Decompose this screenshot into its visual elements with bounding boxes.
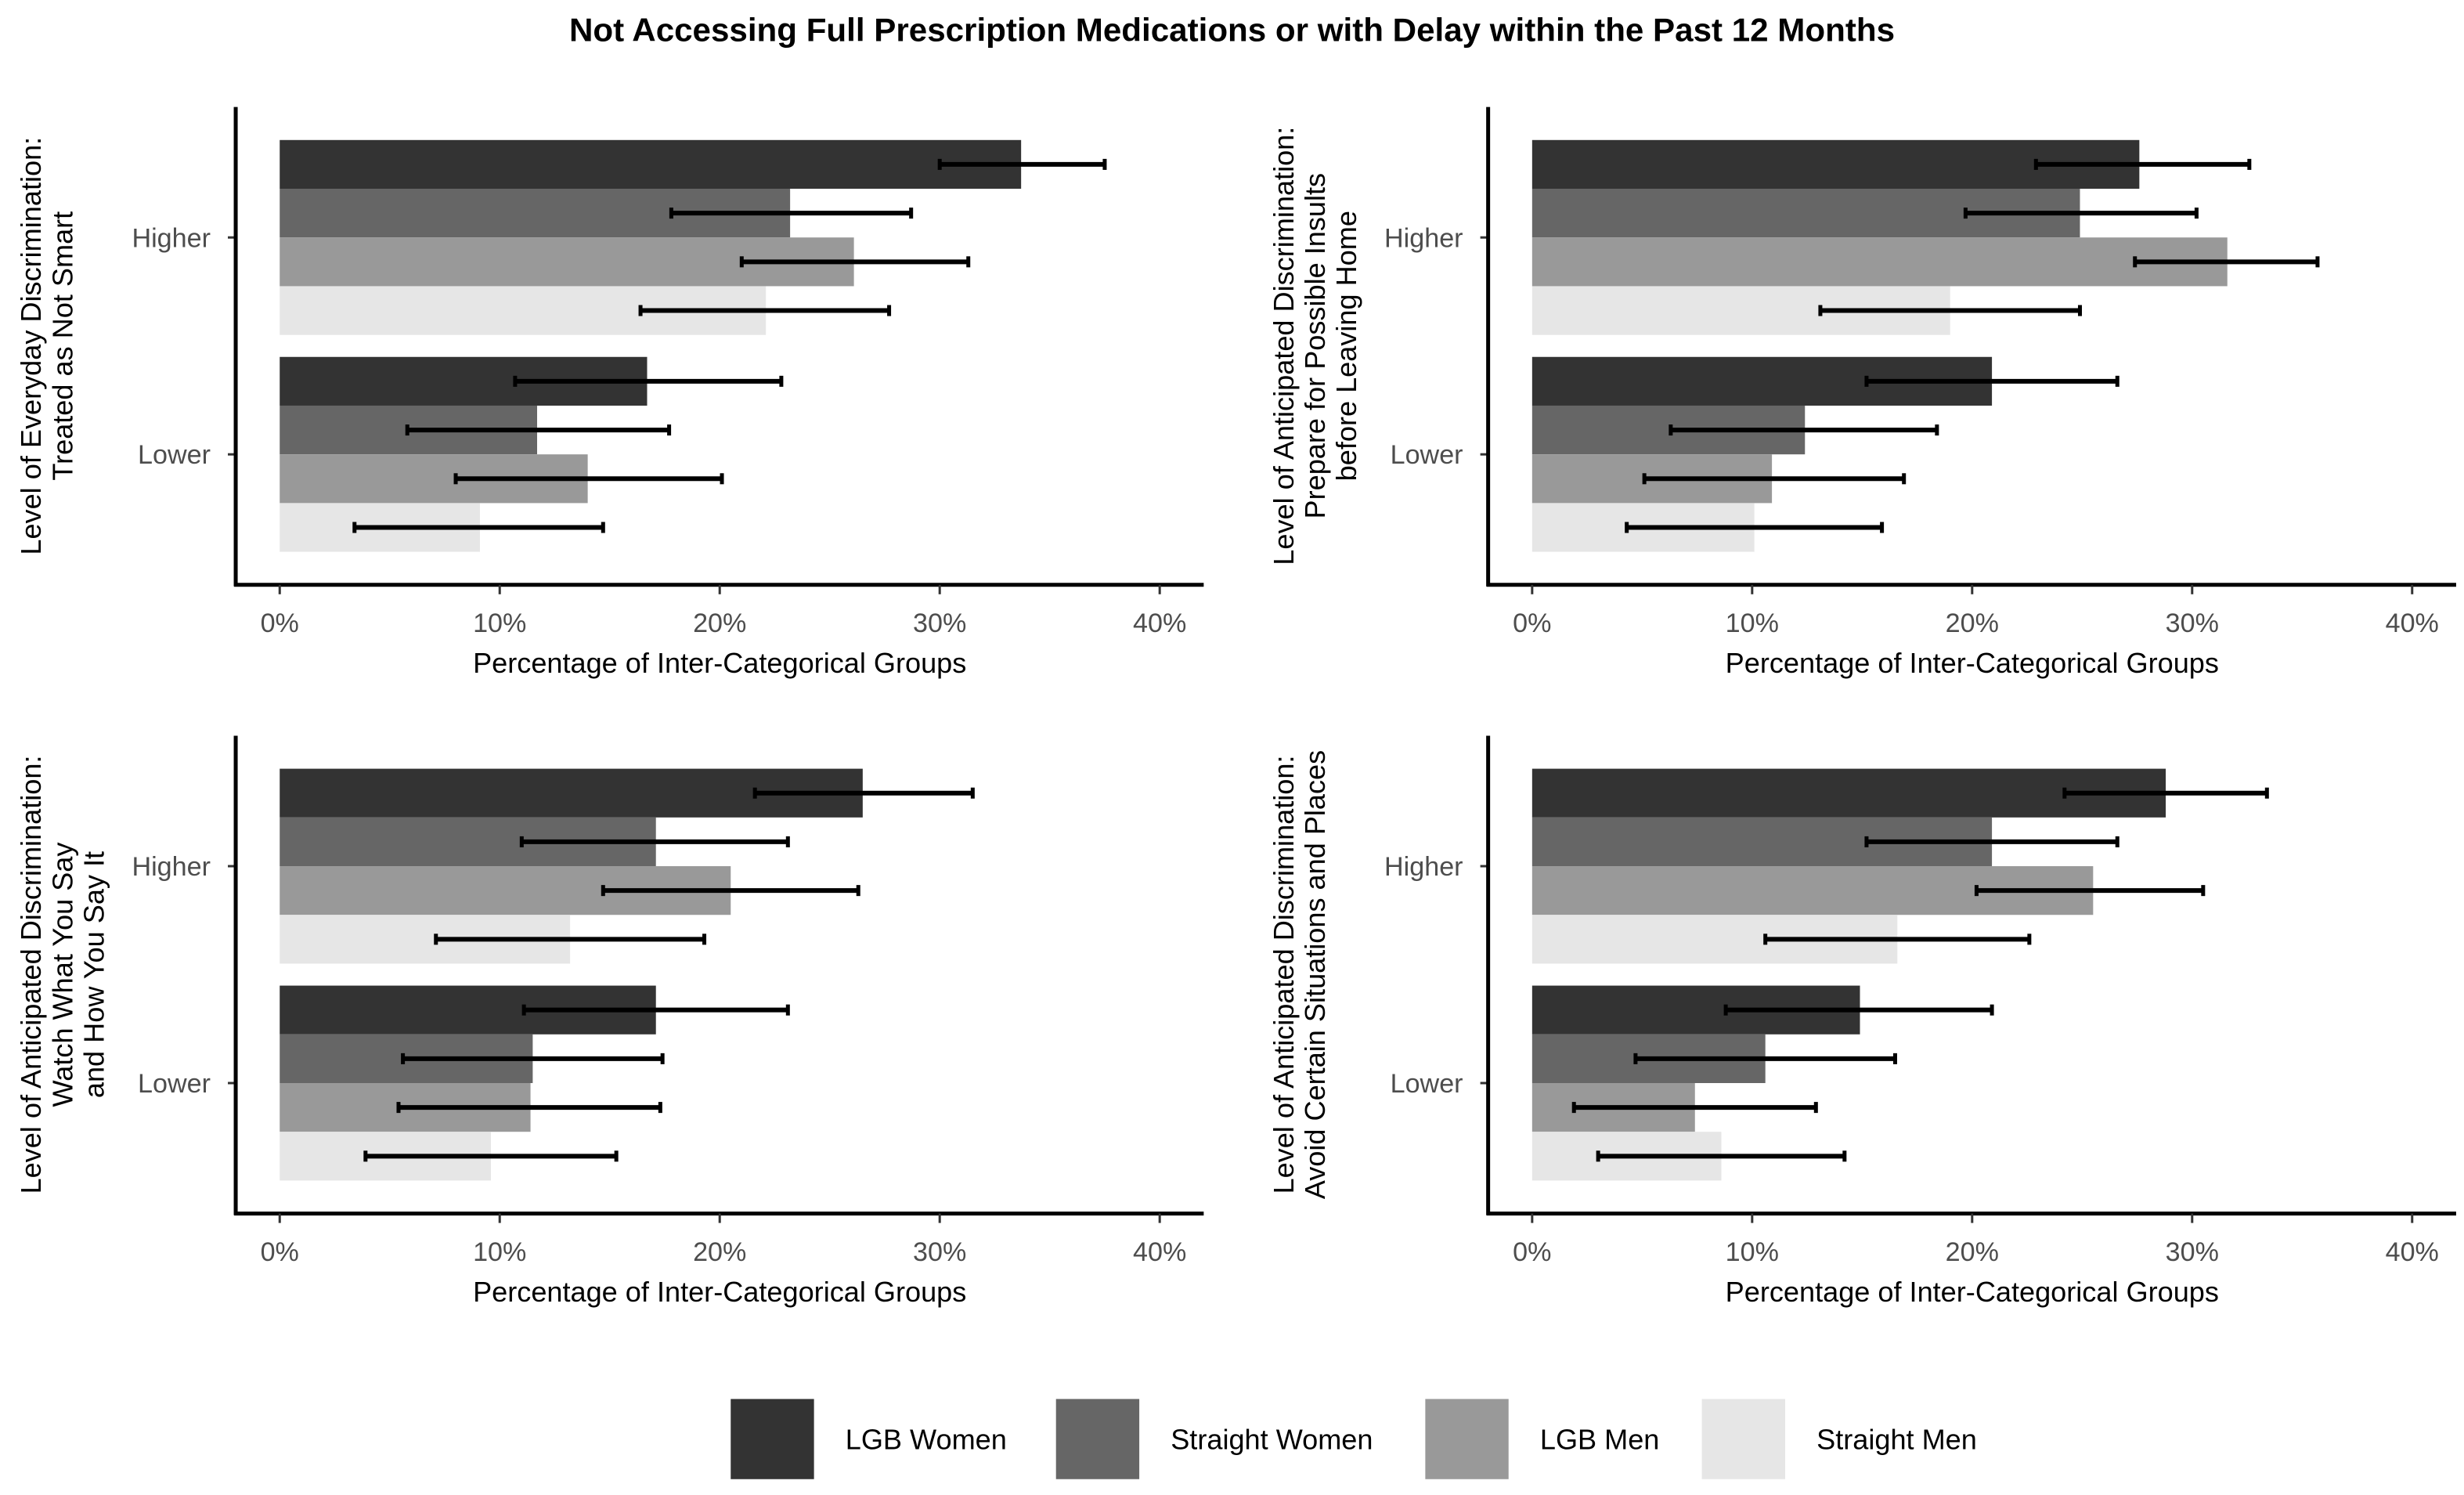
x-tick-label: 40% — [2386, 608, 2439, 638]
legend-label: Straight Men — [1816, 1424, 1977, 1456]
x-tick-label: 20% — [1946, 608, 1999, 638]
x-tick-label: 10% — [473, 1237, 526, 1267]
x-tick-label: 30% — [2166, 608, 2219, 638]
y-axis-label: before Leaving Home — [1330, 211, 1362, 481]
bar-higher-lgb-women — [280, 139, 1022, 190]
x-tick-label: 0% — [1513, 1237, 1551, 1267]
x-axis-label: Percentage of Inter-Categorical Groups — [1726, 1276, 2219, 1308]
x-tick-label: 30% — [913, 1237, 966, 1267]
x-tick-label: 0% — [261, 1237, 299, 1267]
legend-swatch-lgb-women — [731, 1399, 814, 1479]
bar-higher-lgb-men — [1531, 237, 2228, 287]
x-axis-label: Percentage of Inter-Categorical Groups — [473, 1276, 966, 1308]
x-tick-label: 40% — [2386, 1237, 2439, 1267]
y-tick-label: Higher — [1384, 852, 1463, 882]
y-tick-label: Lower — [138, 1069, 211, 1099]
panel-3: Higher Lower 0% 10% 20% 30% 40% Percentage of I… — [15, 735, 1204, 1308]
legend-label: LGB Men — [1540, 1424, 1660, 1456]
x-tick-label: 40% — [1133, 1237, 1186, 1267]
y-tick-label: Lower — [138, 440, 211, 470]
y-axis-label: Treated as Not Smart — [46, 211, 78, 481]
y-tick-label: Higher — [132, 852, 210, 882]
panel-2: Higher Lower 0% 10% 20% 30% 40% Percentage of I… — [1268, 107, 2456, 679]
x-tick-label: 40% — [1133, 608, 1186, 638]
panel-4: Higher Lower 0% 10% 20% 30% 40% Percentage of I… — [1268, 735, 2456, 1308]
x-tick-label: 20% — [693, 1237, 746, 1267]
x-tick-label: 10% — [1726, 1237, 1779, 1267]
x-tick-label: 10% — [473, 608, 526, 638]
x-tick-label: 10% — [1726, 608, 1779, 638]
panel-1: Higher Lower 0% 10% 20% 30% 40% Percentage of I… — [15, 107, 1204, 679]
y-tick-label: Lower — [1391, 1069, 1463, 1099]
legend-swatch-straight-women — [1055, 1399, 1140, 1479]
x-tick-label: 20% — [1946, 1237, 1999, 1267]
x-tick-label: 20% — [693, 608, 746, 638]
y-tick-label: Higher — [132, 223, 210, 253]
legend-swatch-lgb-men — [1425, 1399, 1509, 1479]
x-axis-label: Percentage of Inter-Categorical Groups — [1726, 647, 2219, 679]
x-tick-label: 0% — [1513, 608, 1551, 638]
legend-label: Straight Women — [1171, 1424, 1373, 1456]
panels: Higher Lower 0% 10% 20% 30% 40% Percentage of I… — [15, 107, 2456, 1308]
legend-swatch-straight-men — [1701, 1399, 1785, 1479]
legend: LGB Women Straight Women LGB Men Straight M… — [731, 1399, 1977, 1479]
bar-higher-lgb-women — [1531, 768, 2166, 818]
y-axis-label: Watch What You Say — [46, 843, 78, 1107]
y-axis-label: Level of Everyday Discrimination: — [15, 137, 47, 555]
x-tick-label: 0% — [261, 608, 299, 638]
y-axis-label: Level of Anticipated Discrimination: — [1268, 127, 1300, 565]
y-axis-label: Prepare for Possible Insults — [1299, 173, 1331, 519]
x-tick-label: 30% — [2166, 1237, 2219, 1267]
y-axis-label: Avoid Certain Situations and Places — [1299, 750, 1331, 1199]
y-tick-label: Higher — [1384, 223, 1463, 253]
y-axis-label: Level of Anticipated Discrimination: — [1268, 756, 1300, 1194]
legend-label: LGB Women — [846, 1424, 1007, 1456]
chart-title: Not Accessing Full Prescription Medicati… — [569, 11, 1895, 48]
y-axis-label: Level of Anticipated Discrimination: — [15, 756, 47, 1194]
x-axis-label: Percentage of Inter-Categorical Groups — [473, 647, 966, 679]
y-tick-label: Lower — [1391, 440, 1463, 470]
y-axis-label: and How You Say It — [78, 851, 110, 1098]
x-tick-label: 30% — [913, 608, 966, 638]
